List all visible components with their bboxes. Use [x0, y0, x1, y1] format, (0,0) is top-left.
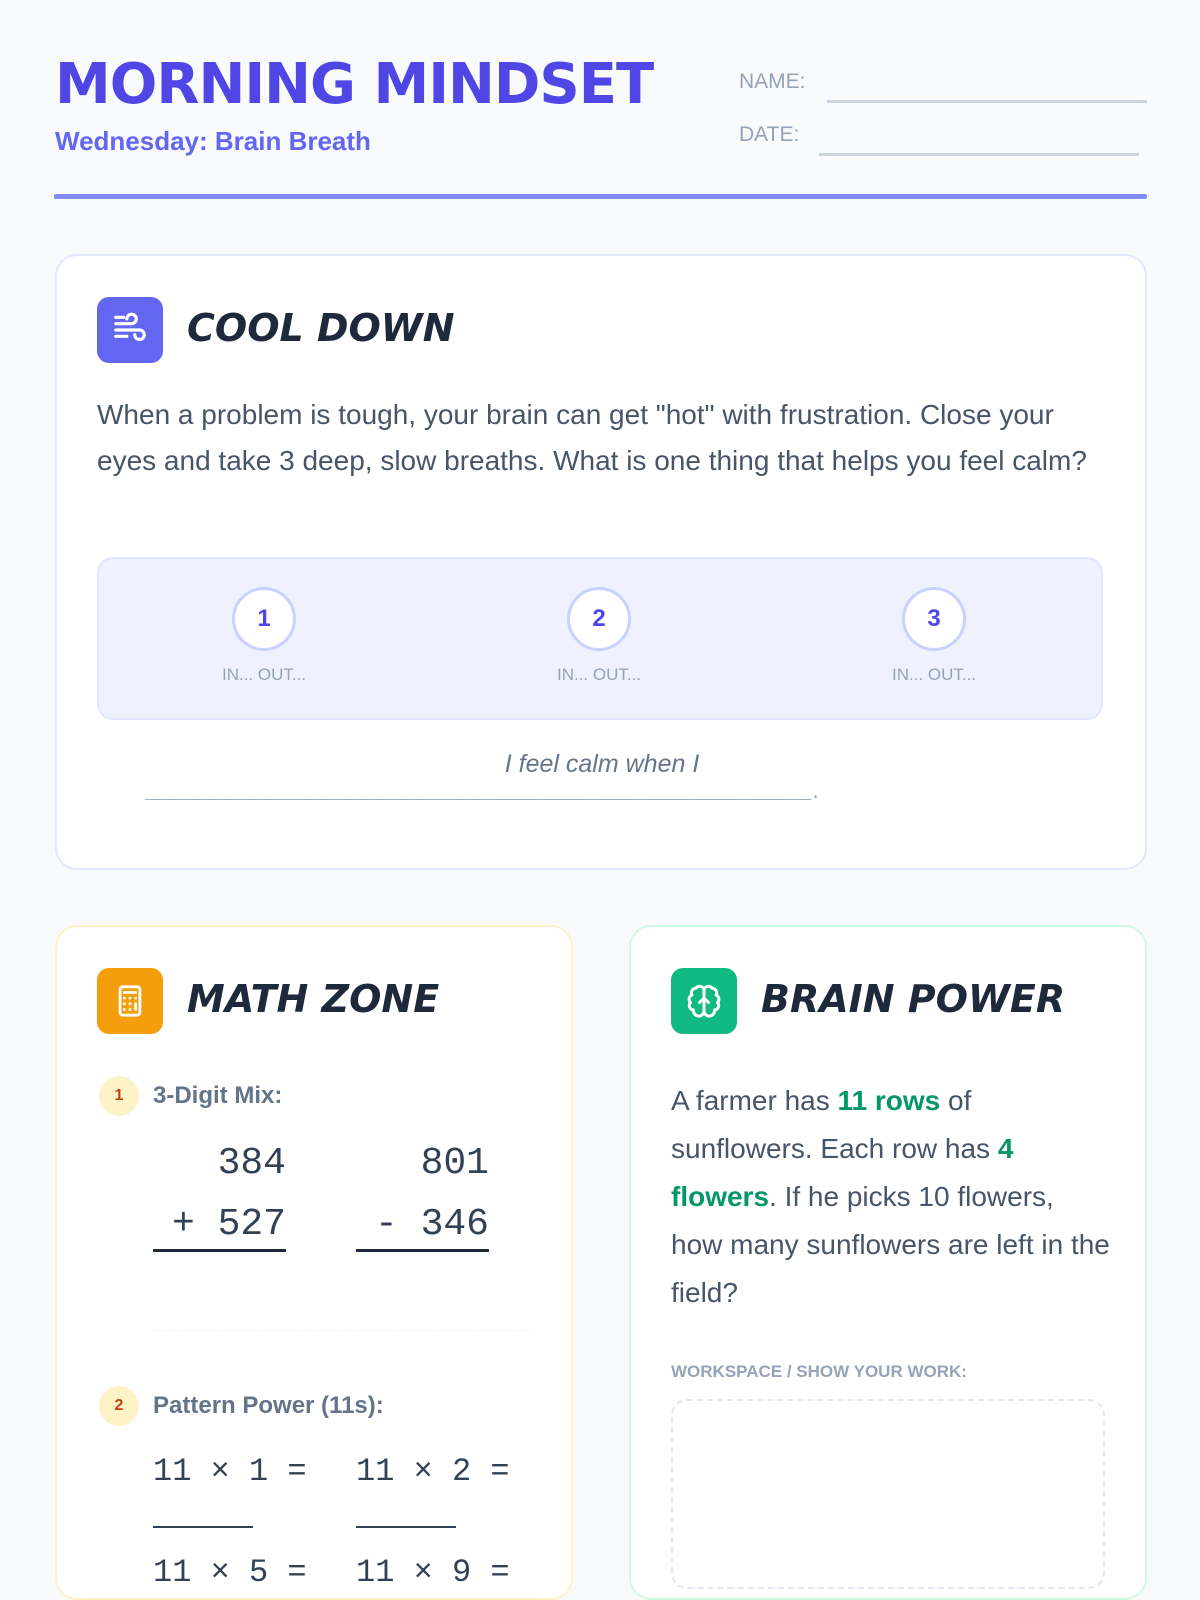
brain-icon	[671, 968, 737, 1034]
section-divider	[153, 1330, 533, 1331]
breath-label: IN... OUT...	[221, 665, 307, 684]
calm-answer-blank[interactable]: ________________________________________…	[145, 784, 821, 804]
breath-number: 1	[232, 587, 296, 651]
multiplication-item: 11 × 2 =	[356, 1454, 510, 1528]
brain-power-card: BRAIN POWER A farmer has 11 rows of sunf…	[629, 925, 1147, 1600]
breath-step-1: 1 IN... OUT...	[194, 587, 334, 685]
breath-step-2: 2 IN... OUT...	[529, 587, 669, 685]
page-title: MORNING MINDSET	[55, 52, 654, 117]
multiplication-text: 11 × 1 =	[153, 1453, 307, 1490]
story-highlight: 4 flowers	[671, 1133, 1014, 1212]
story-text: . If he picks 10 flowers, how many sunfl…	[671, 1181, 1110, 1308]
question-label-1: 3-Digit Mix:	[153, 1082, 283, 1109]
multiplication-item: 11 × 9 =	[356, 1555, 510, 1591]
breath-number: 3	[902, 587, 966, 651]
story-text: of sunflowers. Each row has	[671, 1085, 998, 1164]
math-zone-card: MATH ZONE 1 3-Digit Mix: 384 + 527 801 -…	[55, 925, 573, 1600]
problem-top: 801	[420, 1142, 489, 1185]
multiplication-item: 11 × 5 =	[153, 1555, 307, 1591]
answer-line[interactable]	[153, 1249, 286, 1252]
page-subtitle: Wednesday: Brain Breath	[55, 126, 371, 156]
cool-down-card: COOL DOWN When a problem is tough, your …	[55, 254, 1147, 870]
math-zone-title: MATH ZONE	[187, 977, 440, 1021]
breath-label: IN... OUT...	[556, 665, 642, 684]
answer-line[interactable]	[356, 1249, 489, 1252]
story-text: A farmer has	[671, 1085, 838, 1116]
cool-down-prompt: When a problem is tough, your brain can …	[97, 399, 1087, 476]
cool-down-title: COOL DOWN	[187, 306, 455, 350]
brain-power-title: BRAIN POWER	[761, 977, 1066, 1021]
multiplication-text: 11 × 2 =	[356, 1453, 510, 1490]
calculator-icon	[97, 968, 163, 1034]
breath-counter: 1 IN... OUT... 2 IN... OUT... 3 IN... OUT..…	[97, 557, 1103, 720]
breath-label: IN... OUT...	[891, 665, 977, 684]
problem-bottom: + 527	[171, 1203, 286, 1246]
workspace-label: WORKSPACE / SHOW YOUR WORK:	[671, 1362, 967, 1381]
multiplication-text: 11 × 9 =	[356, 1554, 510, 1591]
problem-bottom: - 346	[374, 1203, 489, 1246]
word-problem: A farmer has 11 rows of sunflowers. Each…	[671, 1077, 1111, 1317]
multiplication-text: 11 × 5 =	[153, 1554, 307, 1591]
question-badge-1: 1	[99, 1076, 139, 1116]
breath-step-3: 3 IN... OUT...	[864, 587, 1004, 685]
answer-line[interactable]	[356, 1526, 456, 1528]
question-badge-2: 2	[99, 1386, 139, 1426]
addition-problem: 384 + 527	[153, 1133, 286, 1252]
date-field[interactable]	[819, 153, 1139, 156]
calm-sentence: I feel calm when I	[504, 750, 700, 778]
name-label: NAME:	[739, 70, 806, 93]
name-field[interactable]	[827, 100, 1147, 103]
header-divider	[54, 194, 1147, 199]
subtraction-problem: 801 - 346	[356, 1133, 489, 1252]
question-label-2: Pattern Power (11s):	[153, 1392, 384, 1419]
breath-number: 2	[567, 587, 631, 651]
wind-icon	[97, 297, 163, 363]
story-highlight: 11 rows	[837, 1085, 941, 1116]
answer-line[interactable]	[153, 1526, 253, 1528]
multiplication-item: 11 × 1 =	[153, 1454, 307, 1528]
workspace-area[interactable]	[671, 1399, 1105, 1589]
date-label: DATE:	[739, 123, 800, 146]
problem-top: 384	[217, 1142, 286, 1185]
